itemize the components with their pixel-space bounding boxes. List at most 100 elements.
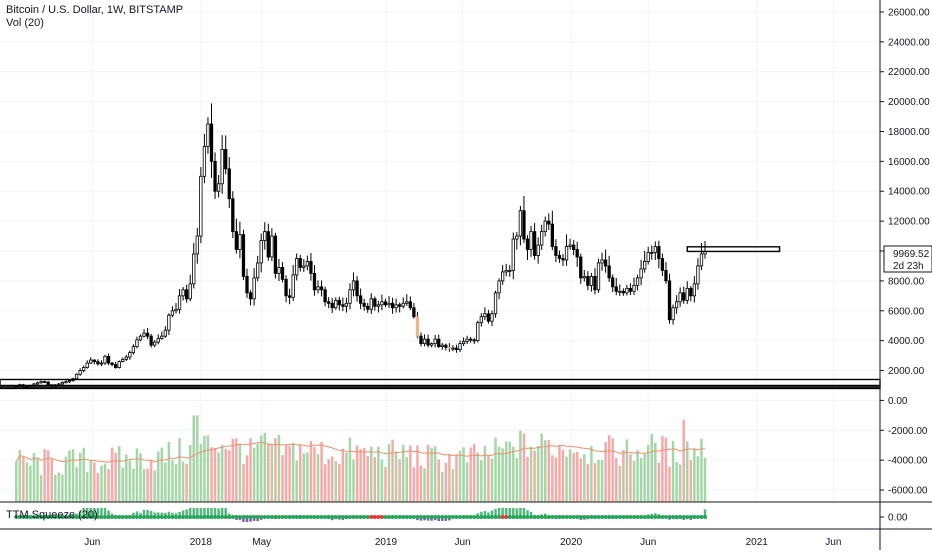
candle-body[interactable] [263, 231, 267, 241]
candle-body[interactable] [319, 286, 324, 291]
candle-body[interactable] [355, 280, 359, 297]
candle-body[interactable] [327, 301, 331, 304]
candle-body[interactable] [614, 286, 618, 292]
candle-body[interactable] [287, 295, 292, 298]
candle-body[interactable] [156, 338, 160, 343]
candle-body[interactable] [650, 252, 654, 254]
candle-body[interactable] [603, 259, 608, 267]
candle-body[interactable] [394, 304, 398, 309]
candle-body[interactable] [376, 304, 381, 307]
candle-body[interactable] [174, 308, 178, 312]
candle-body[interactable] [341, 304, 345, 307]
candle-body[interactable] [273, 235, 278, 274]
x-axis[interactable]: Jun 2018 May 2019 Jun 2020 Jun 2021 Jun [0, 528, 932, 548]
candle-body[interactable] [643, 261, 647, 270]
candle-body[interactable] [383, 301, 388, 306]
candle-body[interactable] [490, 313, 494, 322]
candle-body[interactable] [657, 246, 661, 259]
candle-body[interactable] [149, 335, 153, 346]
candle-body[interactable] [216, 183, 221, 192]
candle-body[interactable] [469, 338, 473, 341]
candlesticks[interactable] [14, 103, 707, 389]
candle-body[interactable] [348, 289, 352, 304]
candle-body[interactable] [227, 168, 231, 200]
candle-body[interactable] [646, 252, 650, 262]
candle-body[interactable] [493, 292, 498, 315]
candle-body[interactable] [632, 284, 636, 292]
candle-body[interactable] [121, 358, 125, 362]
candle-body[interactable] [682, 292, 686, 301]
candle-body[interactable] [85, 362, 89, 368]
candle-body[interactable] [241, 234, 246, 277]
candle-body[interactable] [429, 343, 434, 346]
candle-body[interactable] [167, 314, 171, 331]
candle-body[interactable] [277, 267, 281, 274]
candle-body[interactable] [628, 287, 633, 292]
candle-body[interactable] [635, 277, 640, 286]
candle-body[interactable] [564, 246, 569, 261]
candle-body[interactable] [89, 359, 93, 364]
candle-body[interactable] [550, 223, 554, 247]
candle-body[interactable] [351, 280, 356, 291]
candle-body[interactable] [557, 255, 562, 259]
candle-body[interactable] [554, 246, 558, 256]
candle-body[interactable] [419, 335, 423, 345]
candle-body[interactable] [305, 261, 310, 267]
candle-body[interactable] [213, 160, 217, 192]
chart-title[interactable]: Bitcoin / U.S. Dollar, 1W, BITSTAMP [6, 4, 184, 16]
candle-body[interactable] [607, 265, 611, 279]
candle-body[interactable] [114, 364, 118, 368]
candle-body[interactable] [195, 235, 199, 255]
candle-body[interactable] [532, 231, 537, 256]
candle-body[interactable] [78, 370, 82, 375]
annotation-rectangle[interactable] [0, 386, 881, 390]
candle-body[interactable] [110, 362, 114, 365]
candle-body[interactable] [660, 258, 665, 271]
candle-body[interactable] [309, 261, 313, 274]
candle-body[interactable] [582, 275, 586, 279]
candle-body[interactable] [525, 238, 530, 250]
candle-body[interactable] [504, 270, 508, 273]
candle-body[interactable] [568, 244, 572, 247]
candle-body[interactable] [458, 343, 462, 351]
candle-body[interactable] [572, 244, 576, 250]
candle-body[interactable] [316, 286, 320, 291]
candle-body[interactable] [497, 280, 501, 294]
candle-body[interactable] [373, 298, 377, 307]
candle-body[interactable] [454, 347, 459, 351]
candle-body[interactable] [653, 246, 657, 253]
candle-body[interactable] [575, 249, 579, 258]
candle-body[interactable] [124, 356, 128, 360]
candle-body[interactable] [330, 302, 334, 309]
candle-body[interactable] [390, 302, 395, 309]
candle-body[interactable] [689, 287, 693, 297]
candle-body[interactable] [508, 270, 512, 272]
candle-body[interactable] [177, 295, 182, 310]
candle-body[interactable] [153, 341, 157, 346]
candle-body[interactable] [515, 235, 519, 240]
candle-body[interactable] [387, 302, 391, 306]
candle-body[interactable] [67, 380, 72, 383]
candle-body[interactable] [476, 322, 480, 342]
ttm-legend[interactable]: TTM Squeeze (20) [6, 509, 98, 521]
candle-body[interactable] [259, 240, 263, 264]
candle-body[interactable] [611, 277, 615, 288]
candle-body[interactable] [234, 231, 239, 250]
candle-body[interactable] [92, 359, 96, 362]
candle-body[interactable] [42, 381, 47, 383]
candle-body[interactable] [699, 253, 704, 267]
candle-body[interactable] [160, 335, 164, 339]
candle-body[interactable] [298, 258, 302, 268]
candle-body[interactable] [369, 298, 373, 310]
candle-body[interactable] [415, 316, 420, 337]
candle-body[interactable] [302, 265, 306, 268]
candle-body[interactable] [692, 283, 697, 297]
candle-body[interactable] [593, 275, 597, 291]
candle-body[interactable] [540, 231, 544, 246]
candle-body[interactable] [536, 244, 540, 256]
candle-body[interactable] [547, 220, 551, 225]
candle-body[interactable] [596, 262, 601, 291]
candle-body[interactable] [461, 340, 466, 345]
candle-body[interactable] [284, 278, 288, 297]
